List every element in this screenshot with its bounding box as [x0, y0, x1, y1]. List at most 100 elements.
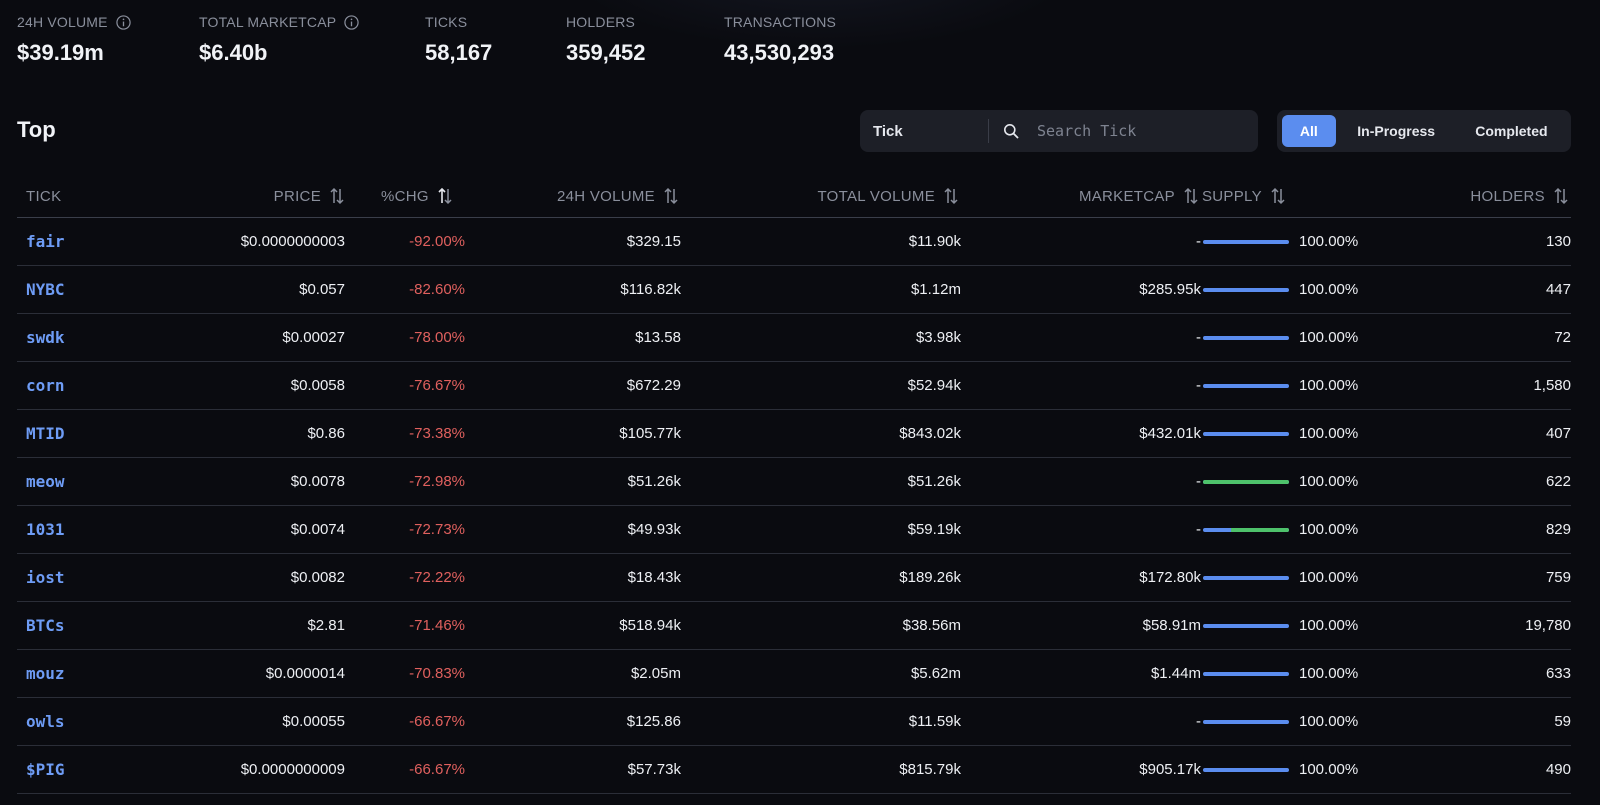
tick-link[interactable]: BTCs [26, 616, 65, 635]
supply-minted-fill [1203, 479, 1289, 484]
supply-progress-bar [1203, 671, 1289, 676]
search-input[interactable] [1035, 121, 1258, 141]
stat-label: HOLDERS [566, 14, 636, 30]
section-title: Top [17, 117, 56, 142]
supply-percent: 100.00% [1299, 617, 1359, 634]
sort-icon[interactable] [1270, 187, 1286, 205]
table-row[interactable]: owls $0.00055 -66.67% $125.86 $11.59k - … [17, 698, 1571, 746]
column-header-supply[interactable]: SUPPLY [1202, 175, 1286, 217]
volume-24h-cell: $13.58 [635, 329, 681, 346]
tick-link[interactable]: mouz [26, 664, 65, 683]
stat-total-marketcap: TOTAL MARKETCAP $6.40b [199, 14, 359, 66]
supply-percent: 100.00% [1299, 569, 1359, 586]
marketcap-cell: $432.01k [1139, 425, 1201, 442]
holders-cell: 59 [1554, 713, 1571, 730]
holders-cell: 490 [1545, 761, 1571, 778]
sort-icon[interactable] [943, 187, 959, 205]
supply-progress-bar [1203, 239, 1289, 244]
sort-icon[interactable] [437, 187, 453, 205]
table-row[interactable]: fair $0.0000000003 -92.00% $329.15 $11.9… [17, 218, 1571, 266]
table-row[interactable]: swdk $0.00027 -78.00% $13.58 $3.98k - 10… [17, 314, 1571, 362]
volume-24h-cell: $672.29 [626, 377, 681, 394]
price-cell: $0.00055 [282, 713, 345, 730]
tick-link[interactable]: 1031 [26, 520, 65, 539]
sort-icon[interactable] [1553, 187, 1569, 205]
supply-progress-bar [1203, 527, 1289, 532]
table-row[interactable]: $PIG $0.0000000009 -66.67% $57.73k $815.… [17, 746, 1571, 794]
supply-progress-bar [1203, 431, 1289, 436]
column-header-holders[interactable]: HOLDERS [1397, 175, 1569, 217]
change-cell: -72.22% [409, 569, 465, 586]
stat-24h-volume: 24H VOLUME $39.19m [17, 14, 131, 66]
column-header-marketcap[interactable]: MARKETCAP [1007, 175, 1199, 217]
supply-progress-bar [1203, 767, 1289, 772]
column-label: TICK [26, 187, 62, 205]
table-row[interactable]: MTID $0.86 -73.38% $105.77k $843.02k $43… [17, 410, 1571, 458]
column-header-price[interactable]: PRICE [167, 175, 345, 217]
change-cell: -73.38% [409, 425, 465, 442]
filter-all-button[interactable]: All [1282, 115, 1336, 147]
price-cell: $0.057 [299, 281, 345, 298]
sort-icon[interactable] [329, 187, 345, 205]
table-row[interactable]: corn $0.0058 -76.67% $672.29 $52.94k - 1… [17, 362, 1571, 410]
total-volume-cell: $38.56m [902, 617, 961, 634]
table-row[interactable]: NYBC $0.057 -82.60% $116.82k $1.12m $285… [17, 266, 1571, 314]
holders-cell: 829 [1545, 521, 1571, 538]
price-cell: $0.0058 [290, 377, 345, 394]
filter-completed-button[interactable]: Completed [1475, 123, 1548, 139]
filter-in-progress-button[interactable]: In-Progress [1357, 123, 1436, 139]
table-row[interactable]: mouz $0.0000014 -70.83% $2.05m $5.62m $1… [17, 650, 1571, 698]
holders-cell: 19,780 [1525, 617, 1571, 634]
change-cell: -72.98% [409, 473, 465, 490]
supply-progress-bar [1203, 623, 1289, 628]
table-row[interactable]: BTCs $2.81 -71.46% $518.94k $38.56m $58.… [17, 602, 1571, 650]
marketcap-cell: - [1196, 329, 1201, 346]
tick-link[interactable]: $PIG [26, 760, 65, 779]
column-header-24h-volume[interactable]: 24H VOLUME [497, 175, 679, 217]
search-box: Tick [860, 110, 1258, 152]
column-header-chg[interactable]: %CHG [381, 175, 453, 217]
table-body: fair $0.0000000003 -92.00% $329.15 $11.9… [17, 218, 1571, 794]
holders-cell: 759 [1545, 569, 1571, 586]
tick-link[interactable]: NYBC [26, 280, 65, 299]
tick-link[interactable]: fair [26, 232, 65, 251]
holders-cell: 407 [1545, 425, 1571, 442]
stat-transactions: TRANSACTIONS 43,530,293 [724, 14, 836, 66]
stat-value: 359,452 [566, 40, 646, 65]
supply-percent: 100.00% [1299, 281, 1359, 298]
table-row[interactable]: meow $0.0078 -72.98% $51.26k $51.26k - 1… [17, 458, 1571, 506]
sort-icon[interactable] [1183, 187, 1199, 205]
change-cell: -66.67% [409, 713, 465, 730]
table-row[interactable]: 1031 $0.0074 -72.73% $49.93k $59.19k - 1… [17, 506, 1571, 554]
search-kind-select[interactable]: Tick [873, 122, 903, 140]
volume-24h-cell: $518.94k [619, 617, 681, 634]
supply-percent: 100.00% [1299, 377, 1359, 394]
total-volume-cell: $52.94k [907, 377, 961, 394]
total-volume-cell: $11.59k [908, 713, 961, 730]
tick-link[interactable]: owls [26, 712, 65, 731]
table-row[interactable]: iost $0.0082 -72.22% $18.43k $189.26k $1… [17, 554, 1571, 602]
info-icon[interactable] [344, 14, 359, 30]
tick-table: TICK PRICE %CHG 24H VOLUME TOTAL VOLUME … [17, 175, 1571, 794]
search-icon [1004, 124, 1019, 139]
supply-percent: 100.00% [1299, 329, 1359, 346]
supply-percent: 100.00% [1299, 233, 1359, 250]
sort-icon[interactable] [663, 187, 679, 205]
tick-link[interactable]: corn [26, 376, 65, 395]
tick-link[interactable]: swdk [26, 328, 65, 347]
stat-ticks: TICKS 58,167 [425, 14, 492, 66]
marketcap-cell: - [1196, 233, 1201, 250]
tick-link[interactable]: MTID [26, 424, 65, 443]
change-cell: -70.83% [409, 665, 465, 682]
price-cell: $0.00027 [282, 329, 345, 346]
change-cell: -82.60% [409, 281, 465, 298]
column-header-total-volume[interactable]: TOTAL VOLUME [737, 175, 959, 217]
tick-link[interactable]: meow [26, 472, 65, 491]
tick-link[interactable]: iost [26, 568, 65, 587]
price-cell: $0.0000014 [265, 665, 345, 682]
change-cell: -78.00% [409, 329, 465, 346]
column-label: PRICE [273, 187, 321, 205]
holders-cell: 72 [1554, 329, 1571, 346]
volume-24h-cell: $18.43k [627, 569, 681, 586]
info-icon[interactable] [116, 14, 131, 30]
